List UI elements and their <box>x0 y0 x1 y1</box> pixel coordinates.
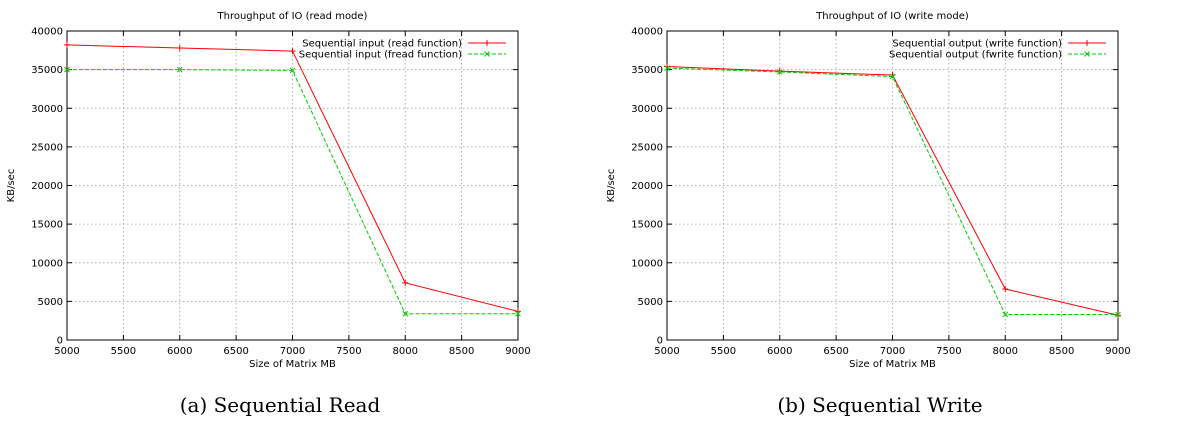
y-tick-label: 20000 <box>31 181 63 192</box>
data-point <box>776 68 783 75</box>
x-axis-label: Size of Matrix MB <box>249 359 336 370</box>
caption-read: (a) Sequential Read <box>179 393 381 417</box>
x-tick-label: 6000 <box>767 346 792 357</box>
y-tick-label: 25000 <box>631 142 663 153</box>
chart-panel-read: 5000 5500 6000 6500 7000 7500 8000 8500 9000 0 500… <box>0 0 560 439</box>
x-tick-label: 6500 <box>823 346 848 357</box>
x-tick-label: 7000 <box>280 346 305 357</box>
data-point <box>289 48 296 55</box>
legend-marker <box>484 51 490 57</box>
plot-frame <box>666 30 1119 341</box>
y-axis-label: KB/sec <box>6 169 17 203</box>
y-tick-label: 20000 <box>631 181 663 192</box>
legend-label-2: Sequential input (fread function) <box>299 50 462 61</box>
y-tick-label: 0 <box>657 336 663 347</box>
data-point <box>776 69 783 75</box>
marker-stroke <box>402 310 409 317</box>
chart-title: Throughput of IO (write mode) <box>815 11 969 22</box>
x-tick-label: 8500 <box>449 346 474 357</box>
legend-label-1: Sequential output (write function) <box>892 39 1062 50</box>
x-tick-label: 6000 <box>167 346 192 357</box>
data-point <box>402 279 409 286</box>
marker-stroke <box>889 73 896 80</box>
marker-stroke <box>64 66 70 73</box>
x-tick-label: 5000 <box>654 346 679 357</box>
chart-read: 5000 5500 6000 6500 7000 7500 8000 8500 90000500… <box>6 11 531 370</box>
data-point <box>1115 312 1121 319</box>
y-tick-label: 30000 <box>31 104 63 115</box>
legend-marker <box>1084 51 1090 57</box>
y-tick-label: 35000 <box>31 65 63 76</box>
data-point <box>1115 311 1121 318</box>
y-axis-label: KB/sec <box>606 169 617 203</box>
y-tick-label: 10000 <box>631 258 663 269</box>
data-point <box>1002 311 1009 318</box>
data-point <box>176 44 183 51</box>
x-tick-label: 6500 <box>223 346 248 357</box>
data-point <box>176 66 183 73</box>
x-tick-label: 9000 <box>505 346 530 357</box>
caption-write: (b) Sequential Write <box>777 393 983 417</box>
chart-panel-write: 5000 5500 6000 6500 7000 7500 8000 8500 9000 0 500… <box>600 0 1160 439</box>
data-point <box>64 66 70 73</box>
marker-stroke <box>1002 311 1009 318</box>
marker-stroke <box>776 69 783 75</box>
x-tick-label: 5500 <box>711 346 736 357</box>
y-tick-label: 5000 <box>38 297 63 308</box>
y-tick-label: 30000 <box>631 104 663 115</box>
x-tick-label: 8000 <box>993 346 1018 357</box>
data-point <box>664 65 670 71</box>
x-tick-label: 8000 <box>393 346 418 357</box>
y-tick-label: 40000 <box>31 27 63 38</box>
x-tick-label: 5000 <box>54 346 79 357</box>
x-axis-label: Size of Matrix MB <box>849 359 936 370</box>
marker-stroke <box>289 67 296 74</box>
marker-stroke <box>515 310 521 317</box>
x-tick-label: 8500 <box>1049 346 1074 357</box>
data-point <box>402 310 409 317</box>
data-point <box>289 67 296 74</box>
plot-frame <box>66 30 519 341</box>
x-tick-label: 7500 <box>936 346 961 357</box>
x-tick-label: 9000 <box>1105 346 1130 357</box>
marker-stroke <box>176 66 183 73</box>
x-tick-label: 7000 <box>880 346 905 357</box>
y-tick-label: 35000 <box>631 65 663 76</box>
data-point <box>1002 286 1009 293</box>
marker-stroke <box>1115 311 1121 318</box>
y-tick-label: 15000 <box>631 220 663 231</box>
legend-label-1: Sequential input (read function) <box>302 39 462 50</box>
y-tick-label: 10000 <box>31 258 63 269</box>
x-tick-label: 5500 <box>111 346 136 357</box>
data-point <box>515 310 521 317</box>
marker-stroke <box>664 65 670 71</box>
chart-title: Throughput of IO (read mode) <box>217 11 368 22</box>
chart-write: 5000 5500 6000 6500 7000 7500 8000 8500 90000500… <box>606 11 1131 370</box>
y-tick-label: 0 <box>57 336 63 347</box>
y-tick-label: 15000 <box>31 220 63 231</box>
data-point <box>889 73 896 80</box>
y-tick-label: 40000 <box>631 27 663 38</box>
legend-label-2: Sequential output (fwrite function) <box>889 50 1062 61</box>
data-point <box>64 41 70 48</box>
y-tick-label: 5000 <box>638 297 663 308</box>
y-tick-label: 25000 <box>31 142 63 153</box>
x-tick-label: 7500 <box>336 346 361 357</box>
